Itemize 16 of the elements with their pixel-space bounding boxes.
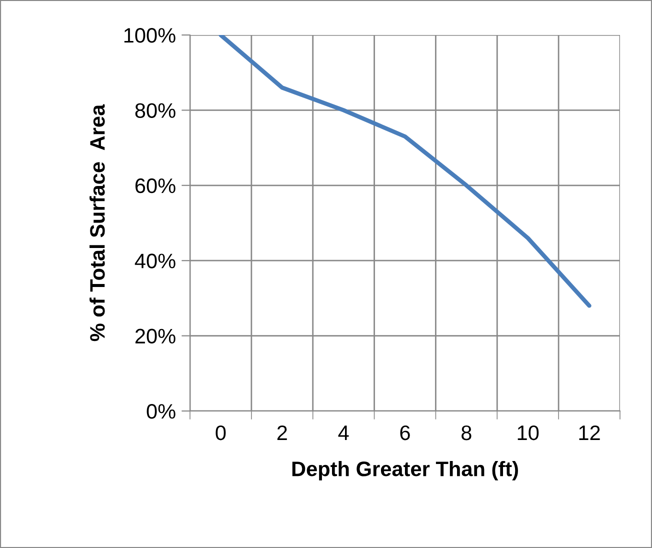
x-tick-label: 12 [579,425,600,440]
y-tick-label: 40% [134,254,176,268]
x-tick-label: 10 [518,425,539,440]
y-tick-label: 60% [135,178,176,194]
x-tick-label: 2 [277,425,287,440]
x-tick-label: 6 [400,425,410,440]
line-series [218,35,592,308]
x-tick-label: 8 [462,425,472,440]
x-tick-label: 4 [338,426,349,440]
y-tick-label: 80% [135,103,176,118]
x-tick-label: 0 [216,425,226,440]
y-axis-title: % of Total Surface Area [90,104,105,342]
y-tick-label: 0% [146,404,176,419]
x-axis-title: Depth Greater Than (ft) [292,460,518,480]
y-tick-label: 100% [124,28,176,43]
y-tick-label: 20% [135,328,176,344]
